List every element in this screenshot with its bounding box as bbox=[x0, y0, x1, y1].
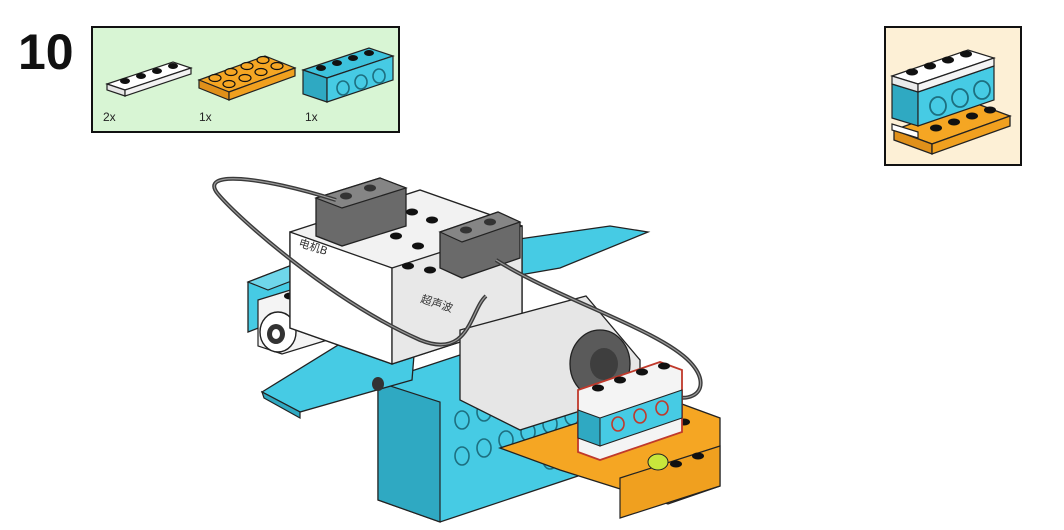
part-qty-white: 2x bbox=[103, 110, 116, 124]
highlighted-new-assembly bbox=[498, 361, 721, 519]
right-wing bbox=[511, 225, 651, 277]
part-qty-azure: 1x bbox=[305, 110, 318, 124]
subassembly-preview-icon bbox=[890, 49, 1012, 155]
sensor-block-left bbox=[314, 177, 408, 247]
part-qty-orange: 1x bbox=[199, 110, 212, 124]
subassembly-callout bbox=[884, 26, 1022, 166]
azure-beam-1x4-icon bbox=[301, 47, 395, 103]
orange-plate-2x4-icon bbox=[197, 55, 297, 101]
step-number: 10 bbox=[18, 24, 74, 80]
parts-list: 2x 1x 1x bbox=[91, 26, 400, 133]
white-wheel bbox=[259, 311, 297, 353]
white-plate-1x4-icon bbox=[105, 61, 193, 97]
